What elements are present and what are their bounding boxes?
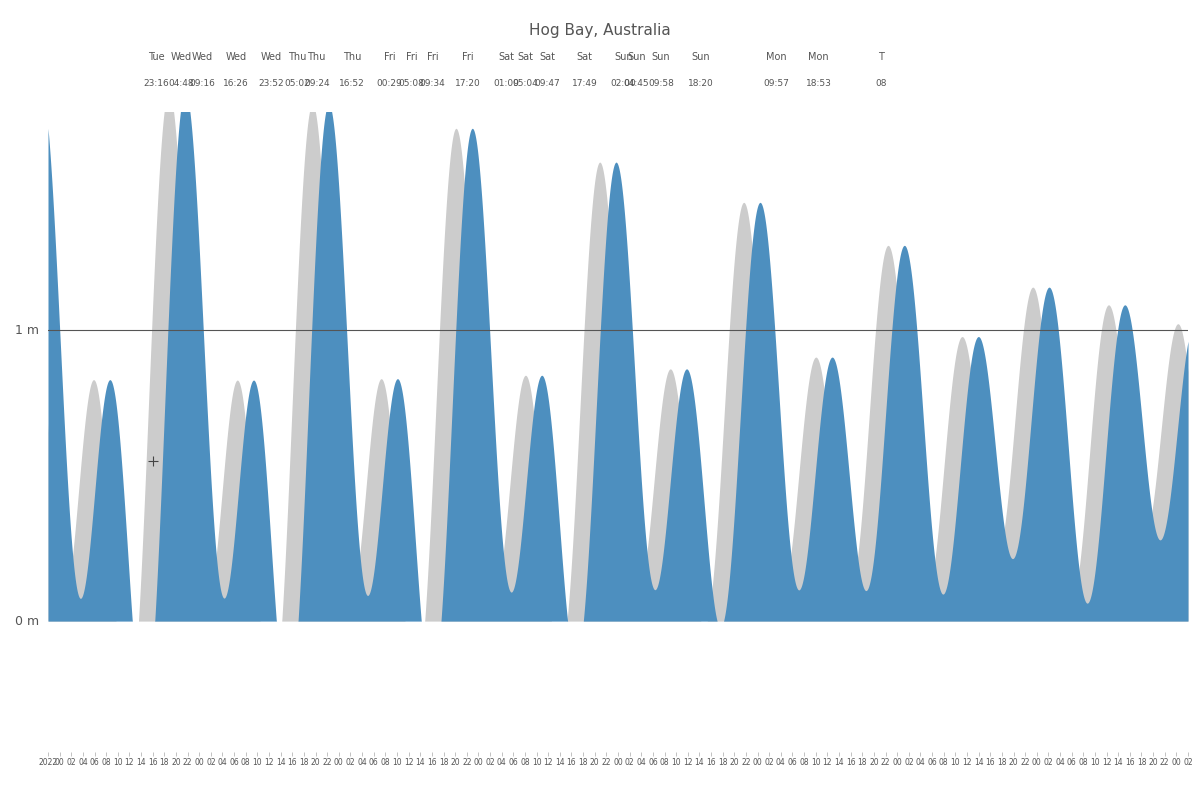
Text: 17:49: 17:49 (571, 79, 598, 88)
Text: Thu: Thu (288, 53, 307, 62)
Text: Fri: Fri (406, 53, 418, 62)
Text: Mon: Mon (808, 53, 829, 62)
Text: 09:34: 09:34 (420, 79, 445, 88)
Text: 0 m: 0 m (16, 614, 40, 627)
Text: Fri: Fri (462, 53, 474, 62)
Text: Sun: Sun (691, 53, 710, 62)
Text: Sun: Sun (652, 53, 671, 62)
Text: Tue: Tue (148, 53, 164, 62)
Text: Mon: Mon (766, 53, 786, 62)
Text: 04:48: 04:48 (168, 79, 193, 88)
Text: 09:58: 09:58 (648, 79, 674, 88)
Text: 09:24: 09:24 (304, 79, 330, 88)
Text: Wed: Wed (226, 53, 247, 62)
Text: 23:52: 23:52 (259, 79, 284, 88)
Text: Sat: Sat (576, 53, 593, 62)
Text: Wed: Wed (192, 53, 212, 62)
Text: 05:02: 05:02 (284, 79, 311, 88)
Text: 17:20: 17:20 (455, 79, 481, 88)
Text: Wed: Wed (170, 53, 192, 62)
Text: 16:52: 16:52 (340, 79, 365, 88)
Text: 09:16: 09:16 (190, 79, 215, 88)
Text: Fri: Fri (384, 53, 395, 62)
Text: 05:08: 05:08 (398, 79, 425, 88)
Text: Fri: Fri (427, 53, 438, 62)
Text: Thu: Thu (343, 53, 361, 62)
Text: 23:16: 23:16 (143, 79, 169, 88)
Text: Hog Bay, Australia: Hog Bay, Australia (529, 23, 671, 38)
Text: Sat: Sat (498, 53, 515, 62)
Text: T: T (877, 53, 883, 62)
Text: 1 m: 1 m (16, 324, 40, 337)
Text: 02:00: 02:00 (611, 79, 636, 88)
Text: Wed: Wed (260, 53, 282, 62)
Text: 01:09: 01:09 (493, 79, 520, 88)
Text: Sat: Sat (540, 53, 556, 62)
Text: 18:20: 18:20 (688, 79, 714, 88)
Text: 09:47: 09:47 (535, 79, 560, 88)
Text: 18:53: 18:53 (805, 79, 832, 88)
Text: 04:45: 04:45 (624, 79, 649, 88)
Text: Thu: Thu (307, 53, 326, 62)
Text: Sun: Sun (626, 53, 646, 62)
Text: Sat: Sat (517, 53, 533, 62)
Text: 16:26: 16:26 (223, 79, 250, 88)
Text: 05:04: 05:04 (512, 79, 538, 88)
Text: 09:57: 09:57 (763, 79, 790, 88)
Text: Sun: Sun (614, 53, 632, 62)
Text: 08: 08 (875, 79, 887, 88)
Text: 00:29: 00:29 (377, 79, 402, 88)
